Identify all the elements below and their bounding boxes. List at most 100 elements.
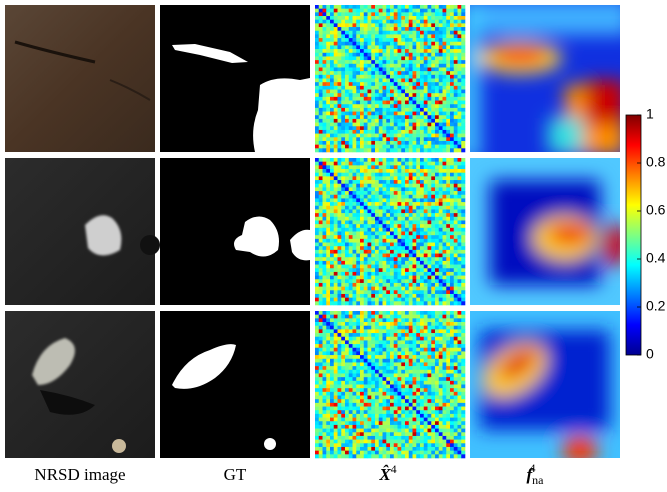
matrix-cell	[341, 235, 345, 239]
matrix-cell	[450, 38, 454, 42]
matrix-cell	[405, 268, 409, 272]
matrix-cell	[454, 348, 458, 352]
matrix-cell	[368, 184, 372, 188]
matrix-cell	[413, 283, 417, 287]
matrix-cell	[345, 440, 349, 444]
matrix-cell	[386, 130, 390, 134]
matrix-cell	[326, 276, 330, 280]
matrix-cell	[356, 355, 360, 359]
matrix-cell	[371, 322, 375, 326]
matrix-cell	[379, 279, 383, 283]
matrix-cell	[368, 176, 372, 180]
matrix-cell	[398, 322, 402, 326]
matrix-cell	[330, 385, 334, 389]
matrix-cell	[330, 5, 334, 9]
matrix-cell	[439, 239, 443, 243]
matrix-cell	[424, 31, 428, 35]
matrix-cell	[409, 318, 413, 322]
matrix-cell	[356, 329, 360, 333]
matrix-cell	[371, 388, 375, 392]
matrix-cell	[356, 5, 360, 9]
matrix-cell	[394, 287, 398, 291]
matrix-cell	[364, 130, 368, 134]
matrix-cell	[428, 287, 432, 291]
matrix-cell	[375, 101, 379, 105]
matrix-cell	[326, 261, 330, 265]
matrix-cell	[398, 436, 402, 440]
matrix-cell	[431, 290, 435, 294]
matrix-cell	[439, 202, 443, 206]
matrix-cell	[368, 298, 372, 302]
matrix-cell	[379, 232, 383, 236]
matrix-cell	[319, 49, 323, 53]
matrix-cell	[405, 414, 409, 418]
matrix-cell	[323, 16, 327, 20]
matrix-cell	[428, 333, 432, 337]
matrix-cell	[315, 165, 319, 169]
matrix-cell	[424, 137, 428, 141]
matrix-cell	[458, 290, 462, 294]
matrix-cell	[353, 180, 357, 184]
matrix-cell	[420, 246, 424, 250]
matrix-cell	[405, 290, 409, 294]
matrix-cell	[364, 209, 368, 213]
matrix-cell	[446, 396, 450, 400]
matrix-cell	[446, 64, 450, 68]
matrix-cell	[461, 443, 465, 447]
matrix-cell	[401, 220, 405, 224]
matrix-cell	[405, 34, 409, 38]
matrix-cell	[439, 224, 443, 228]
matrix-cell	[371, 71, 375, 75]
matrix-cell	[416, 362, 420, 366]
matrix-cell	[428, 235, 432, 239]
matrix-cell	[379, 392, 383, 396]
matrix-cell	[413, 377, 417, 381]
matrix-cell	[368, 119, 372, 123]
matrix-cell	[424, 93, 428, 97]
matrix-cell	[326, 145, 330, 149]
matrix-cell	[364, 410, 368, 414]
matrix-cell	[334, 447, 338, 451]
matrix-cell	[326, 169, 330, 173]
matrix-cell	[364, 34, 368, 38]
matrix-cell	[450, 447, 454, 451]
matrix-cell	[326, 60, 330, 64]
matrix-cell	[420, 311, 424, 315]
matrix-cell	[360, 414, 364, 418]
matrix-cell	[416, 298, 420, 302]
matrix-cell	[371, 403, 375, 407]
matrix-cell	[356, 410, 360, 414]
matrix-cell	[345, 429, 349, 433]
matrix-cell	[334, 454, 338, 458]
matrix-cell	[386, 202, 390, 206]
matrix-cell	[386, 184, 390, 188]
matrix-cell	[435, 126, 439, 130]
matrix-cell	[420, 56, 424, 60]
matrix-cell	[341, 209, 345, 213]
matrix-cell	[330, 93, 334, 97]
matrix-cell	[413, 176, 417, 180]
matrix-cell	[356, 82, 360, 86]
matrix-cell	[334, 123, 338, 127]
matrix-cell	[413, 90, 417, 94]
matrix-cell	[383, 75, 387, 79]
matrix-cell	[371, 261, 375, 265]
matrix-cell	[368, 82, 372, 86]
matrix-cell	[364, 67, 368, 71]
matrix-cell	[454, 318, 458, 322]
matrix-cell	[341, 145, 345, 149]
matrix-cell	[356, 79, 360, 83]
matrix-cell	[454, 447, 458, 451]
matrix-cell	[326, 86, 330, 90]
matrix-cell	[368, 257, 372, 261]
matrix-cell	[439, 169, 443, 173]
matrix-cell	[398, 12, 402, 16]
matrix-cell	[330, 104, 334, 108]
matrix-cell	[435, 243, 439, 247]
matrix-cell	[394, 12, 398, 16]
matrix-cell	[386, 326, 390, 330]
matrix-cell	[356, 388, 360, 392]
matrix-cell	[364, 169, 368, 173]
matrix-cell	[323, 254, 327, 258]
matrix-cell	[401, 9, 405, 13]
